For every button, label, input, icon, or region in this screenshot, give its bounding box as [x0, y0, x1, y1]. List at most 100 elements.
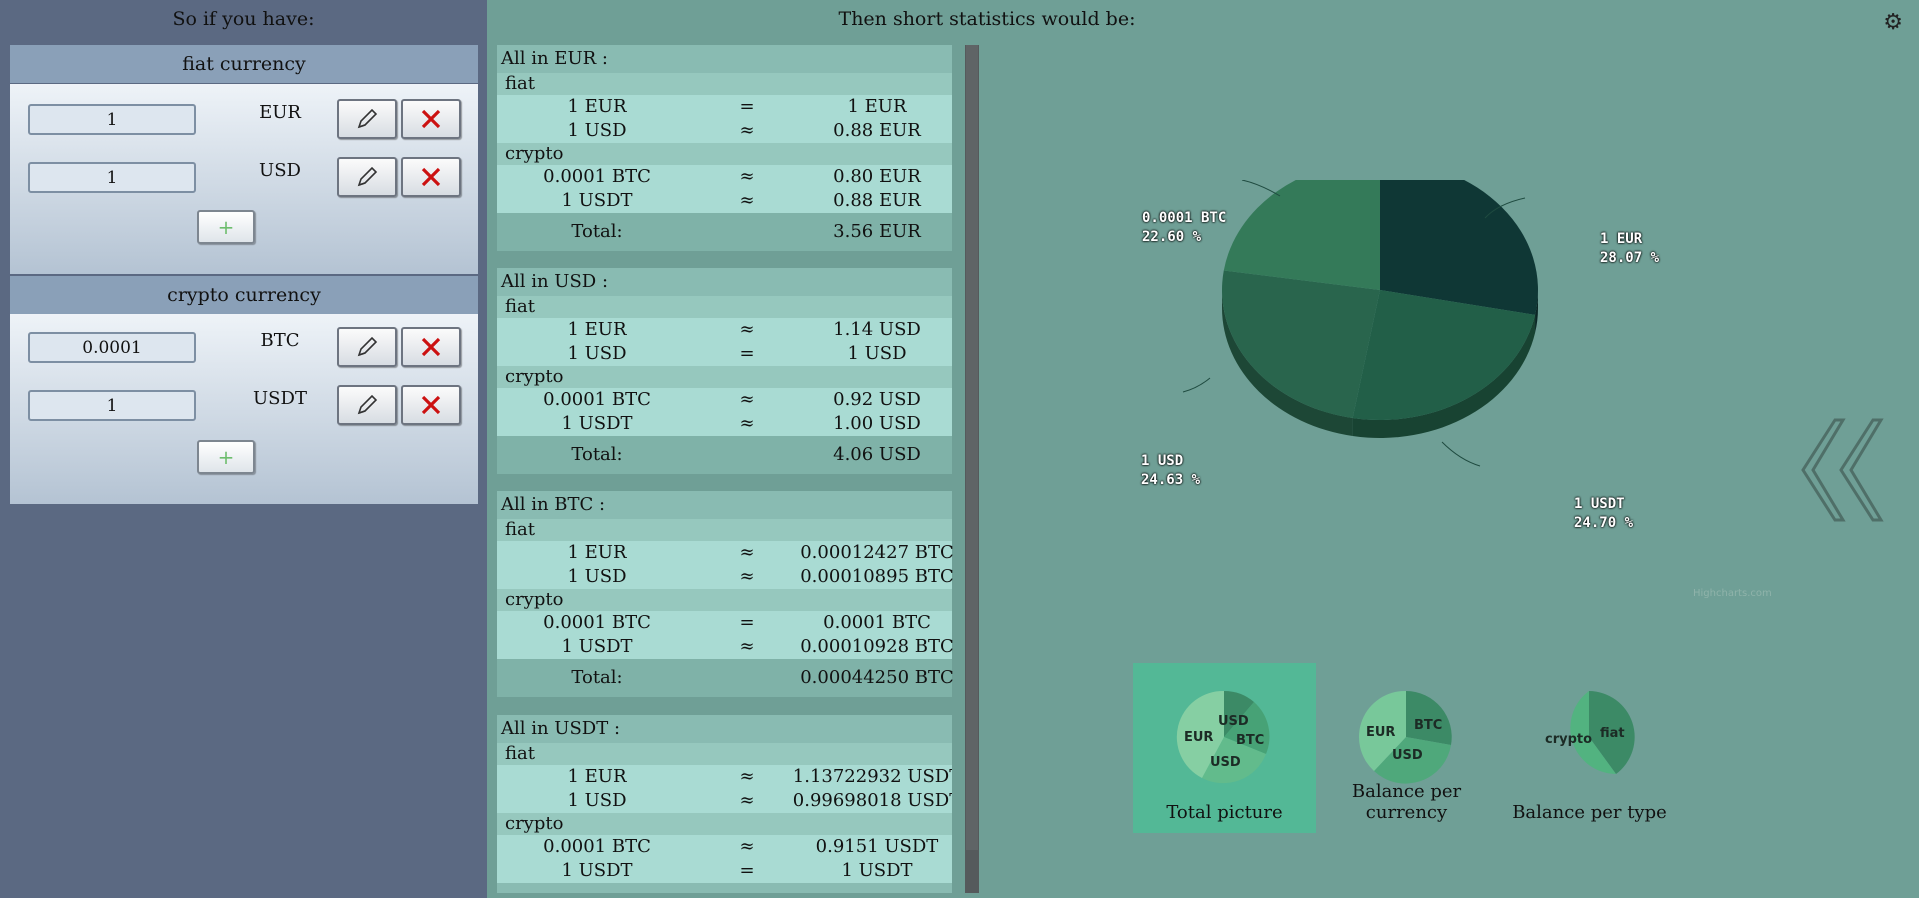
total-value: 0.00044250 BTC: [800, 667, 954, 688]
svg-text:USD: USD: [1218, 714, 1249, 729]
conversion-row: 1 EUR ≈1.13722932 USDT: [497, 765, 952, 789]
conversion-row: 1 USD ≈0.99698018 USDT: [497, 789, 952, 813]
conversion-row: 1 EUR ≈1.14 USD: [497, 318, 952, 342]
currency-label: USDT: [253, 388, 307, 409]
svg-text:USD: USD: [1210, 755, 1241, 770]
amount-input[interactable]: [28, 162, 196, 193]
double-chevron-left-icon[interactable]: [1795, 415, 1887, 525]
total-label: Total:: [571, 667, 623, 688]
crypto-label: crypto: [497, 589, 952, 611]
conversion-row: 1 USDT ≈0.00010928 BTC: [497, 635, 954, 659]
slice-label-usdt: 1 USDT 24.70 %: [1574, 496, 1634, 531]
to-value: 0.80 EUR: [833, 166, 921, 187]
fiat-label: fiat: [497, 73, 952, 95]
fiat-row: USD: [10, 157, 478, 212]
conversion-row: 1 USD ≈0.00010895 BTC: [497, 565, 954, 589]
stats-block-usdt: All in USDT : fiat 1 EUR ≈1.13722932 USDT…: [497, 715, 952, 893]
close-icon: [421, 337, 441, 357]
label-connector: [1484, 197, 1526, 219]
input-panel-title: So if you have:: [172, 8, 315, 30]
operator: ≈: [739, 166, 755, 187]
total-row: Total: 4.06 USD: [497, 436, 952, 474]
pie-slice[interactable]: [1380, 180, 1538, 315]
svg-text:BTC: BTC: [1414, 718, 1442, 733]
close-icon: [421, 395, 441, 415]
stats-block-eur: All in EUR : fiat 1 EUR = 1 EUR 1 USD ≈0.88…: [497, 45, 952, 251]
from-value: 1 EUR: [567, 542, 627, 563]
delete-button[interactable]: [401, 385, 461, 425]
operator: ≈: [739, 120, 755, 141]
block-title: All in EUR :: [501, 48, 608, 69]
operator: ≈: [739, 413, 755, 434]
scrollbar-thumb[interactable]: [966, 45, 978, 850]
from-value: 1 USD: [567, 566, 627, 587]
pie-slice-side: [1535, 290, 1538, 333]
amount-input[interactable]: [28, 332, 196, 363]
block-title: All in USD :: [501, 271, 609, 292]
operator: =: [739, 612, 755, 633]
delete-button[interactable]: [401, 327, 461, 367]
conversion-row: 1 USD = 1 USD: [497, 342, 952, 366]
from-value: 1 USDT: [561, 860, 633, 881]
from-value: 0.0001 BTC: [543, 836, 651, 857]
svg-text:fiat: fiat: [1600, 726, 1625, 741]
edit-button[interactable]: [337, 99, 397, 139]
conversion-row: 1 EUR ≈0.00012427 BTC: [497, 541, 954, 565]
from-value: 0.0001 BTC: [543, 166, 651, 187]
edit-button[interactable]: [337, 385, 397, 425]
svg-text:EUR: EUR: [1184, 730, 1213, 745]
operator: ≈: [739, 636, 755, 657]
close-icon: [421, 109, 441, 129]
thumb-pie: fiat crypto: [1545, 691, 1635, 774]
crypto-section-header: crypto currency: [10, 276, 478, 314]
add-fiat-button[interactable]: +: [197, 210, 255, 244]
currency-label: BTC: [260, 330, 300, 351]
currency-label: EUR: [259, 102, 301, 123]
delete-button[interactable]: [401, 157, 461, 197]
view-balance-per-currency[interactable]: BTC EUR USD Balance per currency: [1315, 663, 1498, 833]
conversion-row: 0.0001 BTC ≈0.80 EUR: [497, 165, 952, 189]
from-value: 1 USDT: [561, 190, 633, 211]
currency-label: USD: [259, 160, 301, 181]
from-value: 1 USD: [567, 790, 627, 811]
pencil-icon: [357, 394, 378, 415]
pie-slice[interactable]: [1352, 290, 1536, 420]
block-title: All in USDT :: [501, 718, 621, 739]
gear-icon[interactable]: ⚙: [1883, 10, 1903, 35]
view-label: Balance per type: [1512, 802, 1667, 823]
to-value: 0.0001 BTC: [823, 612, 931, 633]
view-total-picture[interactable]: USD BTC EUR USD Total picture: [1133, 663, 1316, 833]
crypto-row: USDT: [10, 385, 478, 440]
fiat-label: fiat: [497, 743, 952, 765]
total-label: Total:: [571, 221, 623, 242]
label-connector: [1182, 377, 1211, 393]
total-value: 4.06 USD: [833, 444, 921, 465]
conversion-row: 0.0001 BTC = 0.0001 BTC: [497, 611, 952, 635]
operator: =: [739, 343, 755, 364]
from-value: 1 USD: [567, 120, 627, 141]
pencil-icon: [357, 108, 378, 129]
to-value: 1 USDT: [841, 860, 913, 881]
from-value: 1 USDT: [561, 413, 633, 434]
label-connector: [1241, 180, 1281, 197]
label-connector: [1441, 441, 1481, 467]
add-crypto-button[interactable]: +: [197, 440, 255, 474]
pie-slice[interactable]: [1222, 270, 1380, 419]
amount-input[interactable]: [28, 390, 196, 421]
to-value: 0.00010895 BTC: [800, 566, 954, 587]
edit-button[interactable]: [337, 157, 397, 197]
total-row: Total: 3.56 EUR: [497, 213, 952, 251]
conversion-row: 1 USDT = 1 USDT: [497, 859, 952, 883]
amount-input[interactable]: [28, 104, 196, 135]
view-label: Balance per currency: [1351, 781, 1462, 823]
svg-text:EUR: EUR: [1366, 725, 1395, 740]
pie-slice[interactable]: [1223, 180, 1380, 290]
pie-slice-side: [1222, 290, 1353, 437]
operator: ≈: [739, 836, 755, 857]
edit-button[interactable]: [337, 327, 397, 367]
fiat-section-header: fiat currency: [10, 45, 478, 83]
chart-credits[interactable]: Highcharts.com: [1693, 588, 1772, 599]
delete-button[interactable]: [401, 99, 461, 139]
view-balance-per-type[interactable]: fiat crypto Balance per type: [1498, 663, 1681, 833]
conversion-row: 1 EUR = 1 EUR: [497, 95, 952, 119]
